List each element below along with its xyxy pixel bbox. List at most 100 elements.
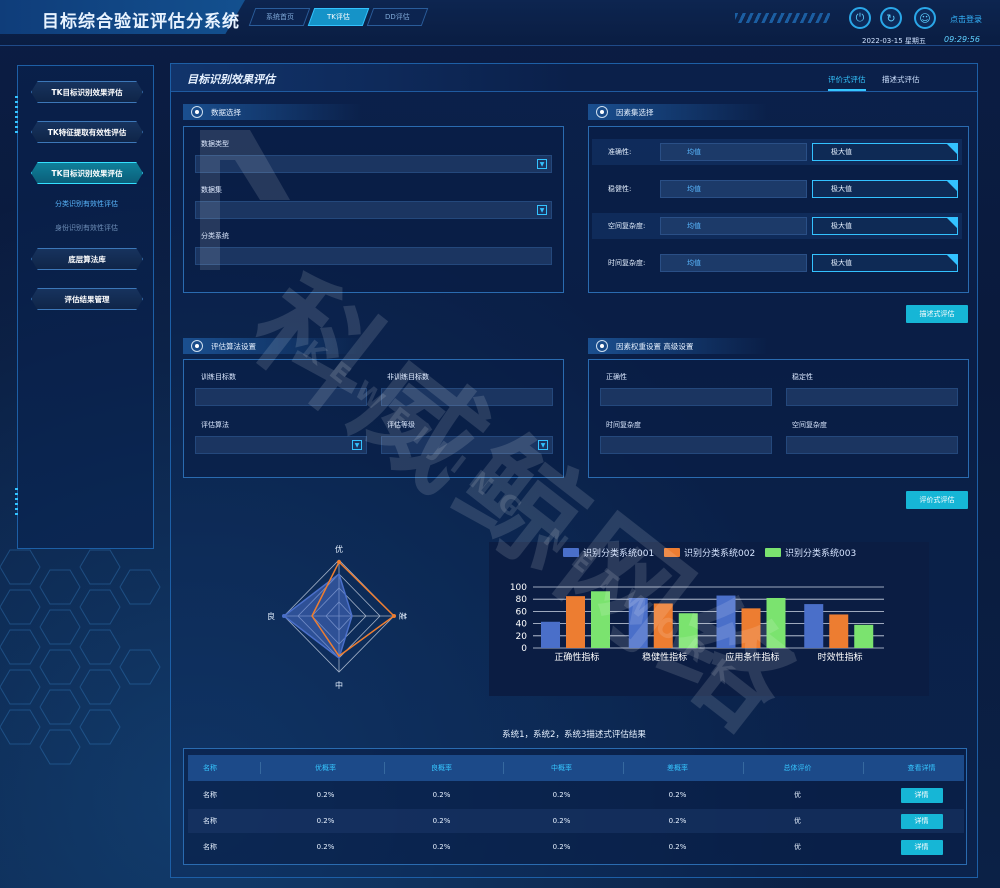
- detail-button[interactable]: 详情: [900, 839, 943, 855]
- sidebar-item-result-management[interactable]: 评估结果管理: [31, 288, 143, 310]
- factor-select[interactable]: 极大值: [812, 254, 958, 272]
- tab-descriptive[interactable]: 描述式评估: [882, 75, 920, 84]
- weight-input-time[interactable]: [600, 436, 772, 454]
- bar: [628, 597, 648, 648]
- data-set-select[interactable]: ▼: [195, 201, 552, 219]
- level-label: 评估等级: [387, 421, 415, 429]
- weight-header: 因素权重设置 高级设置: [588, 338, 768, 354]
- y-tick-label: 60: [516, 607, 528, 617]
- bar: [591, 591, 610, 648]
- sidebar-item-tk-feature[interactable]: TK特征提取有效性评估: [31, 121, 143, 143]
- table-header-cell: 名称: [203, 764, 217, 772]
- train-count-input[interactable]: [195, 388, 367, 406]
- table-row: 名称 0.2% 0.2% 0.2% 0.2% 优 详情: [188, 835, 964, 859]
- descriptive-eval-button[interactable]: 描述式评估: [906, 305, 968, 323]
- divider: [384, 762, 385, 774]
- table-cell: 名称: [203, 843, 217, 851]
- refresh-icon[interactable]: ↻: [880, 7, 902, 29]
- result-table: 名称 优概率 良概率 中概率 差概率 总体评价 查看详情 名称 0.2% 0.2…: [183, 748, 967, 865]
- tab-evaluation[interactable]: 评价式评估: [828, 74, 866, 91]
- date-display: 2022-03-15 星期五: [862, 37, 926, 45]
- table-cell: 0.2%: [316, 843, 335, 851]
- level-select[interactable]: ▼: [381, 436, 553, 454]
- weight-input-correctness[interactable]: [600, 388, 772, 406]
- factor-select[interactable]: 极大值: [812, 143, 958, 161]
- nontrain-count-input[interactable]: [381, 388, 553, 406]
- legend-label: 识别分类系统002: [684, 547, 755, 559]
- main-panel: 目标识别效果评估 评价式评估 描述式评估 数据选择 数据类型 ▼ 数据集 ▼ 分…: [170, 63, 978, 878]
- factor-row: 稳健性: 均值 极大值: [592, 176, 962, 202]
- table-cell: 详情: [884, 809, 959, 833]
- factor-mean-field[interactable]: 均值: [660, 143, 807, 161]
- bar-chart-panel: 识别分类系统001 识别分类系统002 识别分类系统003 0 20 40 60 80 100 正…: [489, 542, 929, 696]
- algo-header: 评估算法设置: [183, 338, 363, 354]
- bar: [653, 603, 673, 648]
- weight-input-stability[interactable]: [786, 388, 958, 406]
- target-icon: [596, 106, 608, 118]
- algo-select[interactable]: ▼: [195, 436, 367, 454]
- table-cell: 0.2%: [552, 843, 571, 851]
- x-tick-label: 时效性指标: [818, 651, 863, 663]
- sidebar-item-tk-recognition[interactable]: TK目标识别效果评估: [31, 81, 143, 103]
- main-header: 目标识别效果评估 评价式评估 描述式评估: [171, 64, 977, 92]
- detail-button[interactable]: 详情: [900, 787, 943, 803]
- nav-tab-tk[interactable]: TK评估: [307, 8, 370, 26]
- chevron-down-icon: ▼: [537, 159, 547, 169]
- factor-mean-field[interactable]: 均值: [660, 217, 807, 235]
- nav-tab-dd[interactable]: DD评估: [366, 8, 429, 26]
- table-cell: 详情: [884, 783, 959, 807]
- divider: [623, 762, 624, 774]
- weight-input-space[interactable]: [786, 436, 958, 454]
- divider: [743, 762, 744, 774]
- bar: [716, 595, 736, 648]
- target-icon: [596, 340, 608, 352]
- table-cell: 0.2%: [668, 843, 687, 851]
- detail-button[interactable]: 详情: [900, 813, 943, 829]
- weight-label-space: 空间复杂度: [792, 421, 827, 429]
- table-row: 名称 0.2% 0.2% 0.2% 0.2% 优 详情: [188, 809, 964, 833]
- table-header-cell: 总体评价: [783, 764, 812, 772]
- power-icon[interactable]: ⏻: [849, 7, 871, 29]
- bar: [541, 621, 560, 648]
- y-tick-label: 20: [516, 632, 528, 642]
- y-tick-label: 100: [510, 583, 527, 593]
- divider: [863, 762, 864, 774]
- evaluation-button[interactable]: 评价式评估: [906, 491, 968, 509]
- radar-series-1: [282, 572, 353, 660]
- factor-select[interactable]: 极大值: [812, 217, 958, 235]
- nav-tab-home[interactable]: 系统首页: [248, 8, 311, 26]
- factor-row: 准确性: 均值 极大值: [592, 139, 962, 165]
- login-link[interactable]: 点击登录: [950, 15, 982, 24]
- sidebar-item-algorithm-lib[interactable]: 底层算法库: [31, 248, 143, 270]
- table-cell: 0.2%: [432, 843, 451, 851]
- y-tick-label: 0: [521, 644, 527, 654]
- time-display: 09:29:56: [944, 35, 980, 44]
- divider: [260, 762, 261, 774]
- legend-label: 识别分类系统003: [785, 547, 856, 559]
- radar-series-2: [311, 560, 396, 658]
- factor-select[interactable]: 极大值: [812, 180, 958, 198]
- bar: [741, 608, 761, 648]
- app-title: 目标综合验证评估分系统: [42, 12, 240, 32]
- factor-mean-field[interactable]: 均值: [660, 254, 807, 272]
- page-title: 目标识别效果评估: [187, 73, 275, 86]
- x-tick-label: 正确性指标: [554, 651, 599, 663]
- sidebar-item-tk-recognition-active[interactable]: TK目标识别效果评估: [31, 162, 143, 184]
- system-field[interactable]: [195, 247, 552, 265]
- title-plate: [0, 0, 245, 34]
- sidebar-subitem-identity[interactable]: 身份识别有效性评估: [55, 224, 118, 232]
- algo-box: 训练目标数 非训练目标数 评估算法 ▼ 评估等级 ▼: [183, 359, 564, 478]
- y-tick-label: 80: [516, 595, 528, 605]
- table-cell: 0.2%: [316, 817, 335, 825]
- data-type-select[interactable]: ▼: [195, 155, 552, 173]
- table-cell: 0.2%: [432, 817, 451, 825]
- factor-mean-field[interactable]: 均值: [660, 180, 807, 198]
- legend-swatch: [563, 548, 579, 557]
- data-type-label: 数据类型: [201, 139, 229, 149]
- chevron-down-icon: ▼: [352, 440, 362, 450]
- user-icon[interactable]: ☺: [914, 7, 936, 29]
- factor-row: 时间复杂度: 均值 极大值: [592, 250, 962, 276]
- bar: [566, 596, 585, 648]
- sidebar-subitem-classification[interactable]: 分类识别有效性评估: [55, 200, 118, 208]
- bar: [766, 597, 786, 648]
